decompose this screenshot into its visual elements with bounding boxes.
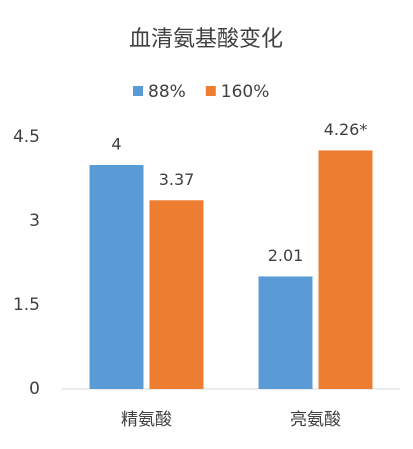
legend-swatch — [205, 86, 216, 96]
bar — [89, 165, 144, 389]
bar — [258, 276, 313, 389]
data-label: 4.26* — [324, 120, 368, 139]
bar — [149, 200, 204, 389]
legend-swatch — [133, 86, 143, 96]
y-tick-label: 4.5 — [13, 127, 40, 147]
x-tick-label: 精氨酸 — [121, 410, 172, 430]
data-label: 4 — [111, 135, 121, 154]
y-tick-label: 3 — [29, 211, 40, 231]
chart-title: 血清氨基酸变化 — [129, 27, 283, 52]
y-tick-label: 0 — [29, 379, 40, 399]
data-label: 3.37 — [159, 170, 195, 189]
legend-label: 160% — [221, 82, 270, 102]
legend-label: 88% — [148, 82, 186, 102]
data-label: 2.01 — [268, 246, 304, 265]
x-tick-label: 亮氨酸 — [290, 410, 341, 430]
bar — [318, 150, 373, 389]
y-tick-label: 1.5 — [13, 295, 40, 315]
